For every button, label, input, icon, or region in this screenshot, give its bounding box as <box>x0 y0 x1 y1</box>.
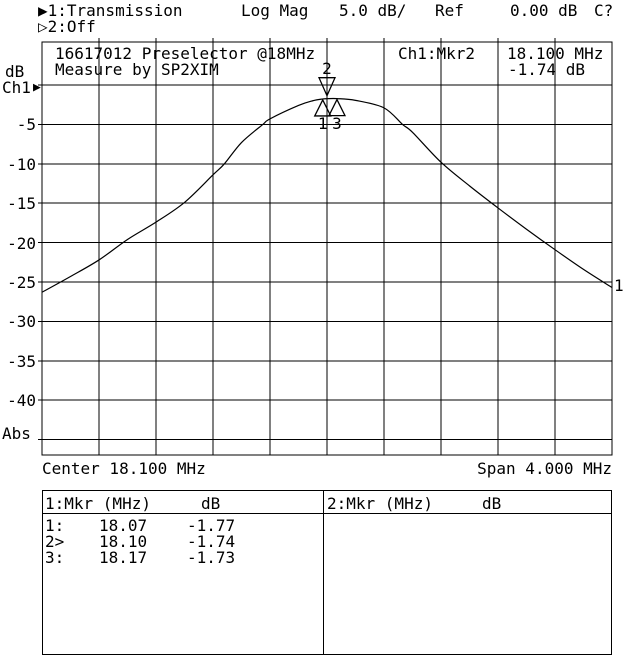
cal-status: C? <box>594 1 614 20</box>
y-tick-label: -20 <box>7 234 36 253</box>
graticule-grid <box>38 38 613 456</box>
marker-row-num: 2> <box>45 532 65 551</box>
format-annotation: Log Mag <box>241 1 309 20</box>
marker-2-symbol-icon <box>317 77 337 98</box>
y-tick-label: -10 <box>7 155 36 174</box>
trace-number-label: 1 <box>614 276 624 295</box>
trace1-annotation: ▶1:Transmission <box>38 1 183 20</box>
marker-row-num: 1: <box>45 516 65 535</box>
y-axis-unit: dB <box>5 62 25 81</box>
marker-row-num: 3: <box>45 548 65 567</box>
y-axis-bottom-label: Abs <box>2 424 31 443</box>
marker-row-freq: 18.07 <box>99 516 148 535</box>
marker-table-1-title: 1:Mkr (MHz) <box>45 494 151 513</box>
marker-3-number-label: 3 <box>332 113 342 133</box>
marker-table-2-title: 2:Mkr (MHz) <box>327 494 433 513</box>
graph-title-line1: 16617012 Preselector @18MHz <box>55 44 316 63</box>
marker-1-symbol-icon <box>313 98 332 117</box>
marker-row-db: -1.77 <box>187 516 236 535</box>
marker-3-symbol-icon <box>327 98 347 117</box>
marker-1-number-label: 1 <box>317 113 328 133</box>
marker-row-freq: 18.10 <box>99 532 148 551</box>
y-tick-label: -5 <box>16 115 36 134</box>
marker-readout-freq: 18.100 MHz <box>507 44 604 63</box>
y-tick-label: -30 <box>7 312 36 331</box>
ref-value: 0.00 dB <box>510 1 578 20</box>
span-label: Span 4.000 MHz <box>477 459 612 478</box>
center-frequency-label: Center 18.100 MHz <box>42 459 206 478</box>
graph-title-line2: Measure by SP2XIM <box>55 60 219 79</box>
marker-table-divider <box>323 491 324 654</box>
y-tick-label: -35 <box>7 352 36 371</box>
marker-2-number-label: 2 <box>322 58 332 78</box>
y-axis-channel: Ch1 <box>2 78 31 97</box>
marker-row-db: -1.73 <box>187 548 236 567</box>
marker-readout-value: -1.74 dB <box>508 60 586 79</box>
marker-table-2-unit: dB <box>482 494 502 513</box>
trace2-annotation: ▷2:Off <box>38 17 96 36</box>
y-tick-label: -40 <box>7 391 36 410</box>
marker-readout-channel: Ch1:Mkr2 <box>398 44 476 63</box>
scale-annotation: 5.0 dB/ <box>339 1 407 20</box>
marker-table-1-unit: dB <box>201 494 221 513</box>
ref-label: Ref <box>435 1 464 20</box>
marker-table: 1:Mkr (MHz) dB 2:Mkr (MHz) dB 1: 18.07 -… <box>42 490 612 655</box>
marker-row-db: -1.74 <box>187 532 236 551</box>
y-tick-label: -25 <box>7 273 36 292</box>
marker-row-freq: 18.17 <box>99 548 148 567</box>
marker-table-header-rule <box>43 513 611 514</box>
y-tick-label: -15 <box>7 194 36 213</box>
ref-level-arrow-icon: ▶ <box>33 80 41 95</box>
